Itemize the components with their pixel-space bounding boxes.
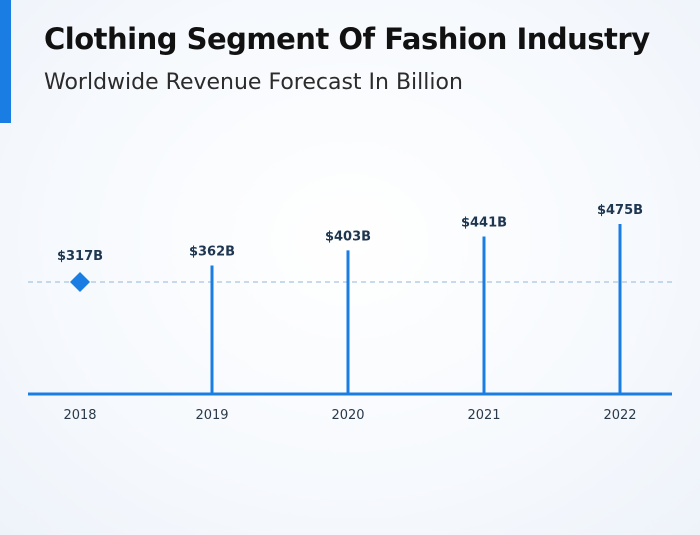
x-tick-label-2018: 2018 bbox=[63, 408, 96, 423]
value-label-2018: $317B bbox=[57, 249, 103, 264]
value-label-2019: $362B bbox=[189, 244, 235, 259]
x-tick-label-2019: 2019 bbox=[195, 408, 228, 423]
x-tick-label-2021: 2021 bbox=[467, 408, 500, 423]
accent-bar bbox=[0, 0, 11, 123]
baseline-diamond-marker bbox=[70, 272, 90, 292]
chart-subtitle: Worldwide Revenue Forecast In Billion bbox=[44, 70, 463, 95]
value-label-2020: $403B bbox=[325, 229, 371, 244]
x-tick-label-2022: 2022 bbox=[603, 408, 636, 423]
value-label-2021: $441B bbox=[461, 215, 507, 230]
chart-title: Clothing Segment Of Fashion Industry bbox=[44, 22, 650, 56]
x-tick-label-2020: 2020 bbox=[331, 408, 364, 423]
value-label-2022: $475B bbox=[597, 203, 643, 218]
